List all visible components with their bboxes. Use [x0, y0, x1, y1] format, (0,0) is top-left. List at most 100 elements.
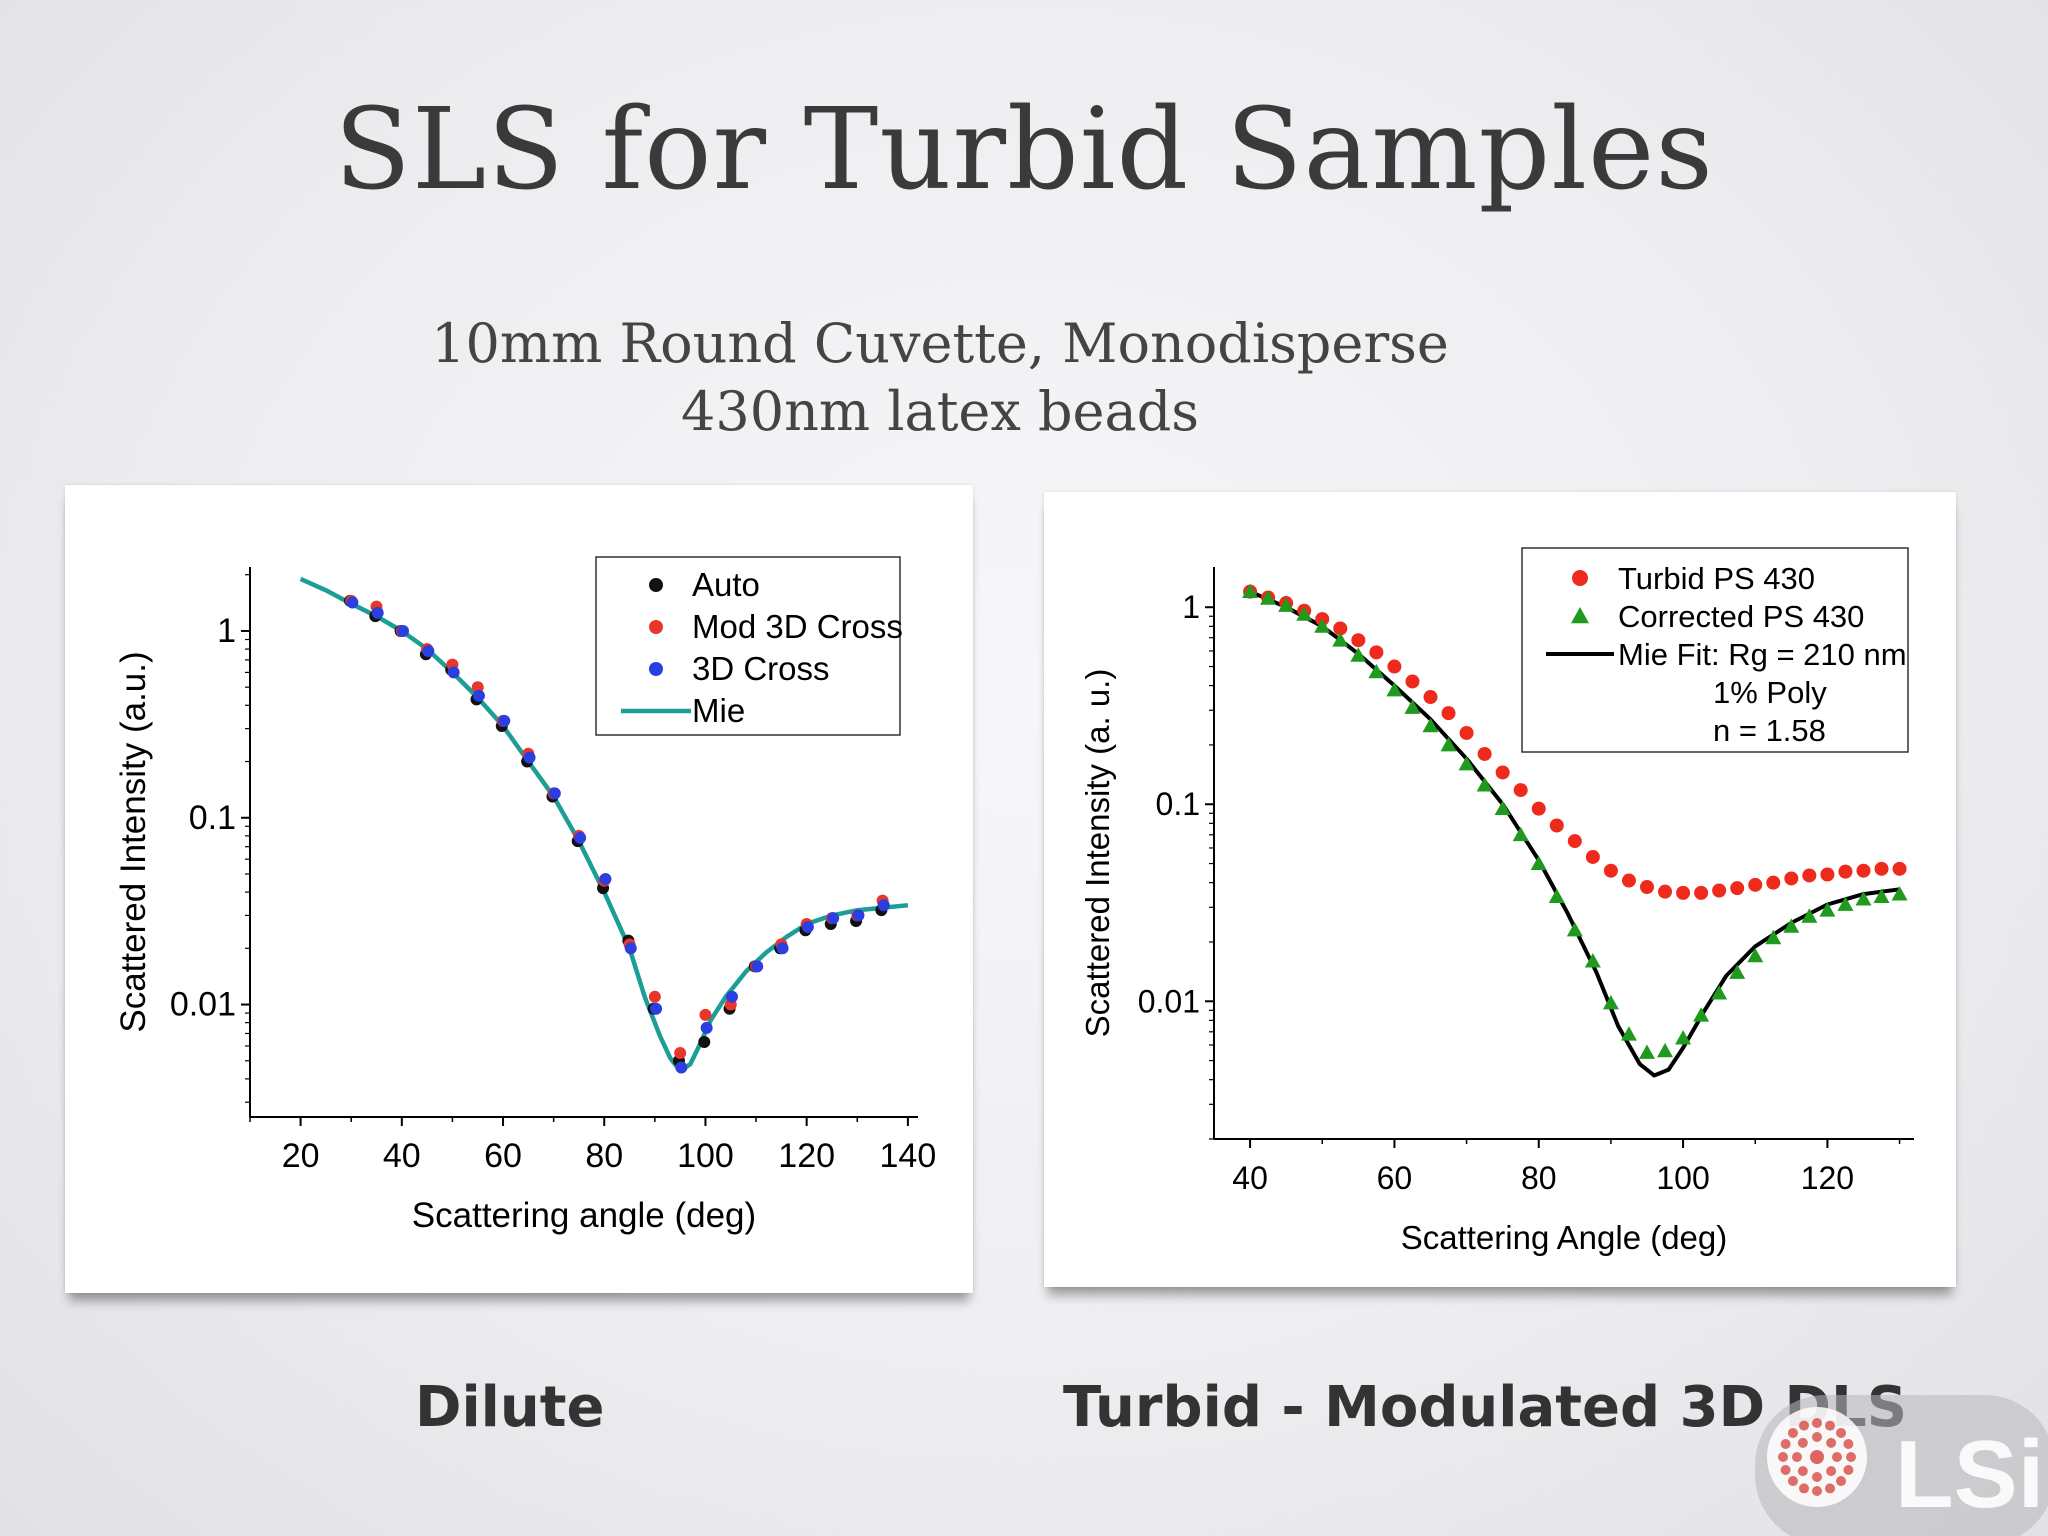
legend-marker-auto: [649, 578, 663, 592]
turbid-ps-430-point: [1676, 885, 1691, 900]
corrected-ps-430-point: [1873, 888, 1890, 903]
3d-cross-point: [599, 873, 612, 885]
x-axis-label: Scattering Angle (deg): [1401, 1219, 1728, 1256]
turbid-ps-430-point: [1658, 884, 1673, 899]
corrected-ps-430-point: [1855, 891, 1872, 906]
corrected-ps-430-point: [1675, 1030, 1692, 1045]
3d-cross-point: [675, 1061, 688, 1074]
turbid-ps-430-point: [1603, 863, 1618, 878]
turbid-ps-430-point: [1820, 867, 1835, 882]
slide-title: SLS for Turbid Samples: [334, 85, 1714, 215]
turbid-ps-430-point: [1513, 783, 1528, 798]
logo-burst-dot: [1792, 1452, 1802, 1462]
mod-3d-cross-point: [699, 1008, 712, 1021]
lsi-logo: LSi: [1755, 1395, 2048, 1536]
turbid-ps-430-point: [1441, 706, 1456, 721]
corrected-ps-430-point: [1458, 756, 1475, 771]
corrected-ps-430-point: [1783, 918, 1800, 933]
corrected-ps-430-point: [1693, 1007, 1710, 1022]
x-tick-label: 120: [1801, 1160, 1854, 1196]
turbid-ps-430-point: [1567, 834, 1582, 849]
subtitle-line-2: 430nm latex beads: [681, 380, 1199, 443]
3d-cross-point: [624, 942, 637, 955]
corrected-ps-430-point: [1350, 647, 1367, 662]
turbid-ps-430-point: [1423, 690, 1438, 705]
turbid-ps-430-point: [1369, 645, 1384, 660]
corrected-ps-430-point: [1747, 947, 1764, 963]
y-tick-label: 0.1: [1156, 786, 1200, 822]
corrected-ps-430-point: [1512, 826, 1529, 842]
legend-label-turbid-ps-430: Turbid PS 430: [1618, 561, 1815, 596]
x-tick-label: 80: [585, 1137, 623, 1175]
y-tick-label: 0.01: [170, 986, 236, 1024]
turbid-ps-430-point: [1405, 674, 1420, 689]
turbid-ps-430-point: [1531, 801, 1546, 816]
corrected-ps-430-point: [1314, 618, 1331, 633]
turbid-ps-430-point: [1838, 864, 1853, 879]
corrected-ps-430-point: [1440, 736, 1457, 752]
3d-cross-point: [877, 899, 890, 912]
turbid-ps-430-point: [1549, 818, 1564, 833]
3d-cross-point: [751, 960, 764, 973]
logo-burst-dot: [1812, 1432, 1822, 1442]
logo-burst-dot: [1780, 1438, 1791, 1449]
logo-burst-dot: [1787, 1427, 1798, 1438]
corrected-ps-430-point: [1296, 606, 1313, 621]
legend-marker-turbid-ps-430: [1572, 570, 1588, 586]
turbid-ps-430-point: [1694, 885, 1709, 900]
x-tick-label: 140: [880, 1137, 937, 1175]
turbid-chart: 40 60 80 100 120 0.01 0.1 1 Scattering Angle (de…: [1079, 547, 1914, 1256]
logo-burst-dot: [1797, 1466, 1808, 1477]
3d-cross-point: [346, 596, 359, 609]
turbid-ps-430-point: [1585, 849, 1600, 864]
corrected-ps-430-point: [1602, 995, 1619, 1010]
logo-burst-dot: [1825, 1420, 1836, 1431]
logo-burst-dot: [1778, 1452, 1788, 1462]
logo-burst-icon: [1767, 1407, 1867, 1507]
turbid-ps-430-point: [1856, 863, 1871, 878]
corrected-ps-430-point: [1819, 902, 1836, 917]
legend-label-mie: Mie: [692, 692, 745, 729]
logo-burst-dot: [1826, 1437, 1837, 1448]
3d-cross-point: [700, 1021, 713, 1034]
corrected-ps-430-point: [1422, 717, 1439, 733]
corrected-ps-430-point: [1404, 699, 1421, 714]
legend-label-mie-fit-rg-210-nm: Mie Fit: Rg = 210 nm: [1618, 637, 1907, 672]
y-tick-label: 1: [1182, 589, 1200, 625]
y-tick-label: 0.01: [1138, 983, 1200, 1019]
corrected-ps-430-point: [1837, 896, 1854, 911]
logo-text: LSi: [1895, 1421, 2044, 1528]
corrected-ps-430-point: [1476, 777, 1493, 792]
corrected-ps-430-point: [1548, 888, 1565, 903]
legend-label-auto: Auto: [692, 566, 760, 603]
3d-cross-point: [447, 666, 460, 679]
x-tick-label: 100: [677, 1137, 734, 1175]
corrected-ps-430-point: [1260, 590, 1277, 605]
logo-burst-dot: [1836, 1476, 1847, 1487]
turbid-ps-430-point: [1766, 875, 1781, 890]
legend-label-1-poly: 1% Poly: [1713, 675, 1827, 710]
corrected-ps-430-point: [1711, 985, 1728, 1000]
3d-cross-point: [422, 645, 435, 658]
x-tick-label: 80: [1521, 1160, 1557, 1196]
turbid-ps-430-point: [1730, 881, 1745, 896]
logo-burst-dot: [1798, 1483, 1809, 1494]
corrected-ps-430-point: [1620, 1026, 1637, 1041]
legend-box: [595, 556, 901, 736]
logo-burst-dot: [1787, 1476, 1798, 1487]
x-axis-label: Scattering angle (deg): [412, 1196, 756, 1235]
corrected-ps-430-point: [1332, 632, 1349, 647]
3d-cross-point: [498, 714, 511, 727]
turbid-ps-430-point: [1477, 746, 1492, 761]
logo-burst-dot: [1825, 1483, 1836, 1494]
logo-burst-dot: [1846, 1452, 1856, 1462]
chart-panel-turbid: 40 60 80 100 120 0.01 0.1 1 Scattering Angle (de…: [1044, 492, 1956, 1287]
dilute-chart: 20 40 60 80 100 120 140 0.01 0.1 1 Scattering angl…: [114, 556, 937, 1235]
3d-cross-point: [548, 787, 561, 800]
chart-panel-dilute: 20 40 60 80 100 120 140 0.01 0.1 1 Scattering angl…: [65, 485, 973, 1293]
corrected-ps-430-point: [1765, 929, 1782, 945]
y-axis-label: Scattered Intensity (a.u.): [114, 651, 153, 1032]
turbid-ps-430-point: [1639, 880, 1654, 895]
y-axis-label: Scattered Intensity (a. u.): [1079, 669, 1116, 1038]
corrected-ps-430-point: [1386, 682, 1403, 697]
